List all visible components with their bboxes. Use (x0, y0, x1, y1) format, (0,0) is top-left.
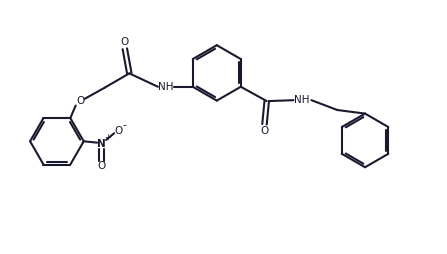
Text: N: N (97, 138, 106, 149)
Text: O: O (76, 96, 84, 106)
Text: NH: NH (158, 82, 174, 92)
Text: +: + (105, 133, 111, 142)
Text: O: O (97, 161, 106, 171)
Text: O: O (121, 37, 129, 47)
Text: -: - (122, 120, 127, 130)
Text: O: O (114, 126, 123, 136)
Text: O: O (260, 126, 269, 136)
Text: NH: NH (294, 95, 309, 105)
